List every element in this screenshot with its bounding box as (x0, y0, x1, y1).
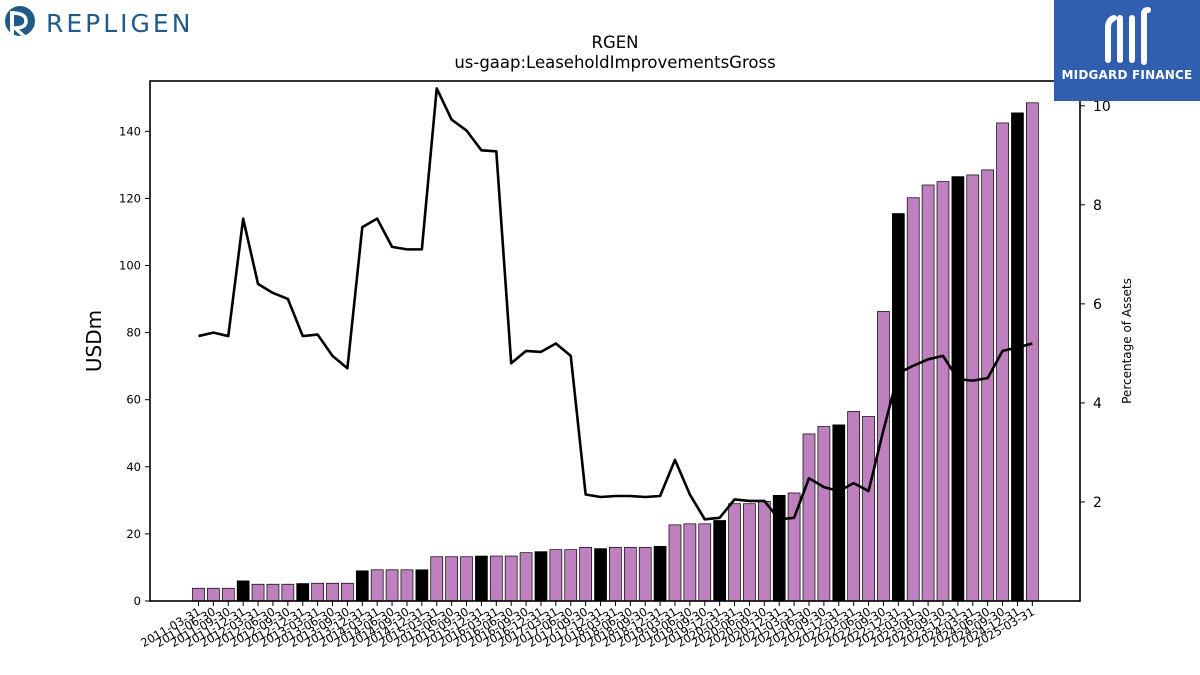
bar (281, 583, 295, 602)
bar (326, 582, 339, 602)
bar (728, 503, 741, 602)
chart-subtitle: us-gaap:LeaseholdImprovementsGross (454, 53, 775, 72)
y2-tick-label: 6 (1093, 297, 1102, 313)
bar-series (192, 102, 1039, 602)
bar (906, 197, 920, 602)
y2-tick-label: 8 (1093, 198, 1102, 214)
bar (877, 311, 890, 602)
bar (594, 548, 607, 602)
bar (609, 546, 622, 602)
bar (951, 176, 965, 602)
bar (757, 501, 771, 602)
bar (683, 523, 697, 602)
bar (1011, 112, 1024, 602)
bar (355, 570, 369, 602)
y-axis-left: 0 20 40 60 80 100 120 140 (119, 124, 150, 608)
bar (981, 169, 995, 602)
bar (966, 174, 980, 602)
line-series (198, 87, 1033, 521)
bar (772, 494, 786, 602)
bar (311, 582, 324, 602)
midgard-mark-icon (1105, 7, 1151, 65)
bar (936, 181, 950, 602)
bar (921, 184, 935, 602)
repligen-wordmark: REPLIGEN (46, 8, 194, 38)
y2-tick-label: 10 (1093, 99, 1111, 115)
bar (638, 546, 652, 602)
bar (385, 569, 399, 602)
bar (341, 582, 354, 602)
bar (370, 569, 384, 602)
bar (847, 411, 861, 602)
bar (579, 546, 592, 602)
bar (266, 583, 280, 602)
x-axis: 2011-03-312011-06-302011-09-302011-12-31… (138, 601, 1037, 650)
bar (817, 426, 831, 602)
bar (1025, 102, 1039, 602)
bar (713, 520, 727, 602)
repligen-logo: REPLIGEN (4, 4, 193, 42)
y-axis-label: USDm (82, 310, 106, 372)
y-tick-label: 0 (134, 594, 141, 608)
midgard-wordmark: MIDGARD FINANCE (1061, 68, 1193, 82)
bar (445, 556, 458, 602)
bar (668, 524, 682, 602)
repligen-mark-icon (5, 6, 35, 40)
bar (862, 416, 875, 602)
bar (891, 213, 905, 602)
bar (996, 122, 1009, 602)
bar (519, 552, 533, 602)
y-tick-label: 60 (126, 393, 141, 407)
bar (192, 587, 205, 602)
y-tick-label: 40 (126, 460, 141, 474)
bar (475, 555, 488, 602)
y-tick-label: 20 (126, 527, 141, 541)
bar (564, 549, 578, 602)
percentage-line (198, 87, 1033, 521)
bar (236, 580, 250, 602)
bar (623, 546, 637, 602)
y2-axis-label: Percentage of Assets (1120, 278, 1134, 404)
bar (832, 424, 846, 602)
y-tick-label: 100 (119, 259, 141, 273)
bar (653, 545, 667, 602)
bar (802, 433, 816, 602)
bar (549, 549, 563, 602)
y-tick-label: 140 (119, 124, 141, 138)
y-tick-label: 120 (119, 191, 141, 205)
bar (489, 555, 503, 602)
y2-tick-label: 2 (1093, 495, 1102, 511)
bar (460, 556, 473, 602)
bar (296, 583, 310, 602)
bar (534, 551, 548, 602)
midgard-finance-logo: MIDGARD FINANCE (1054, 0, 1200, 101)
bar (504, 555, 518, 602)
bar (698, 523, 712, 602)
chart-title: RGEN (591, 33, 638, 52)
bar (400, 569, 414, 602)
bar (430, 556, 444, 602)
y-tick-label: 80 (126, 326, 141, 340)
bar (221, 587, 235, 602)
bar (207, 587, 220, 602)
y2-tick-label: 4 (1093, 396, 1102, 412)
bar (743, 503, 756, 602)
bar (251, 583, 265, 602)
bar (415, 569, 429, 602)
y-axis-right: 2 4 6 8 10 (1080, 99, 1111, 511)
